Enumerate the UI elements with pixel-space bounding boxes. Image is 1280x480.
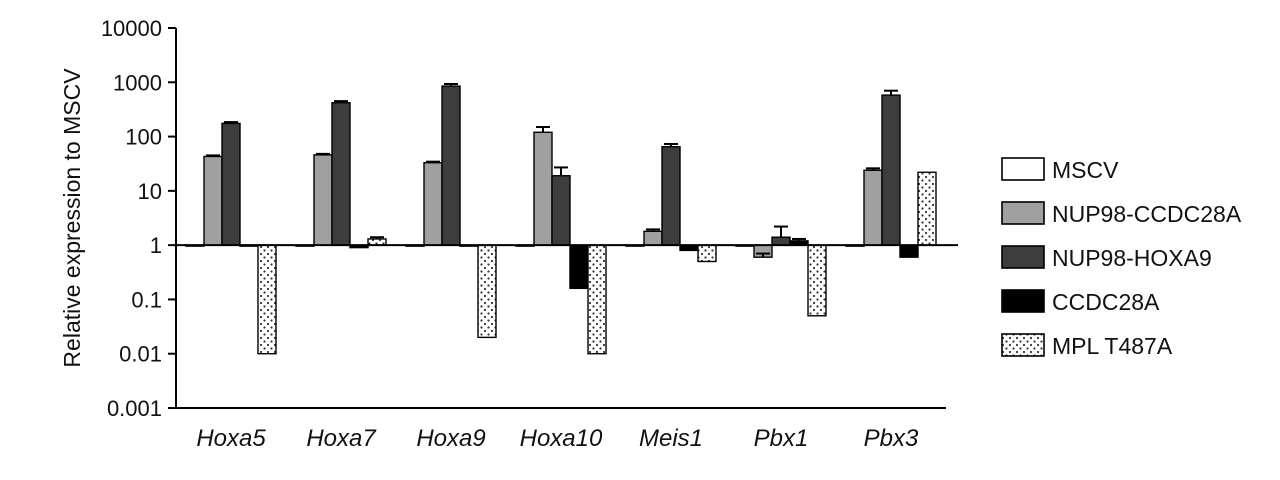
- bar-mpl-t487a-meis1: [697, 244, 717, 263]
- category-label: Pbx1: [754, 425, 809, 452]
- category-label: Pbx3: [864, 425, 919, 452]
- bar-nup98-ccdc28a-hoxa7: [313, 154, 333, 246]
- y-tick-label: 1000: [113, 70, 162, 95]
- y-axis-ticks: 10000 1000 100 10 1 0.1 0.01 0.001: [101, 16, 176, 421]
- y-tick-label: 0.1: [131, 287, 162, 312]
- bar-mpl-t487a-hoxa5: [257, 244, 277, 355]
- bar-nup98-ccdc28a-hoxa9: [423, 162, 443, 246]
- y-tick-label: 0.01: [119, 342, 162, 367]
- legend-label: NUP98-CCDC28A: [1052, 201, 1242, 227]
- bar-ccdc28a-hoxa10: [569, 244, 589, 290]
- bar-nup98-hoxa9-hoxa10: [551, 175, 571, 246]
- bar-mpl-t487a-hoxa9: [477, 244, 497, 339]
- legend-label: MSCV: [1052, 157, 1119, 183]
- axes: [175, 28, 958, 409]
- category-label: Meis1: [639, 425, 703, 452]
- x-axis-categories: Hoxa5 Hoxa7 Hoxa9 Hoxa10 Meis1 Pbx1 Pbx3: [196, 425, 919, 452]
- category-label: Hoxa10: [520, 425, 603, 452]
- bar-nup98-ccdc28a-hoxa5: [203, 155, 223, 246]
- bar-nup98-ccdc28a-pbx3: [863, 169, 883, 246]
- legend: MSCV NUP98-CCDC28A NUP98-HOXA9 CCDC28A MPL T…: [1001, 157, 1242, 359]
- y-axis-label: Relative expression to MSCV: [59, 68, 85, 368]
- y-tick-label: 100: [125, 125, 162, 150]
- category-label: Hoxa9: [416, 425, 485, 452]
- bar-nup98-hoxa9-pbx1: [771, 236, 791, 246]
- legend-swatch: [1001, 245, 1045, 269]
- legend-swatch: [1001, 157, 1045, 181]
- legend-label: CCDC28A: [1052, 289, 1160, 315]
- bar-mpl-t487a-pbx3: [917, 171, 937, 246]
- bar-nup98-hoxa9-hoxa5: [221, 122, 241, 246]
- bar-mpl-t487a-hoxa10: [587, 244, 607, 355]
- bar-nup98-ccdc28a-meis1: [643, 230, 663, 246]
- bars: [185, 82, 937, 355]
- bar-nup98-hoxa9-pbx3: [881, 94, 901, 246]
- y-tick-label: 10: [138, 179, 162, 204]
- bar-nup98-hoxa9-hoxa9: [441, 85, 461, 246]
- category-label: Hoxa5: [196, 425, 266, 452]
- legend-swatch: [1001, 201, 1045, 225]
- legend-swatch: [1001, 333, 1045, 357]
- y-tick-label: 0.001: [107, 396, 162, 421]
- bar-nup98-hoxa9-meis1: [661, 146, 681, 246]
- y-tick-label: 1: [150, 233, 162, 258]
- category-label: Hoxa7: [306, 425, 377, 452]
- y-tick-label: 10000: [101, 16, 162, 41]
- bar-nup98-ccdc28a-hoxa10: [533, 131, 553, 246]
- bar-mpl-t487a-pbx1: [807, 244, 827, 317]
- bar-ccdc28a-pbx3: [899, 244, 919, 258]
- legend-label: NUP98-HOXA9: [1052, 245, 1212, 271]
- legend-label: MPL T487A: [1052, 333, 1173, 359]
- legend-swatch: [1001, 289, 1045, 313]
- bar-nup98-hoxa9-hoxa7: [331, 102, 351, 246]
